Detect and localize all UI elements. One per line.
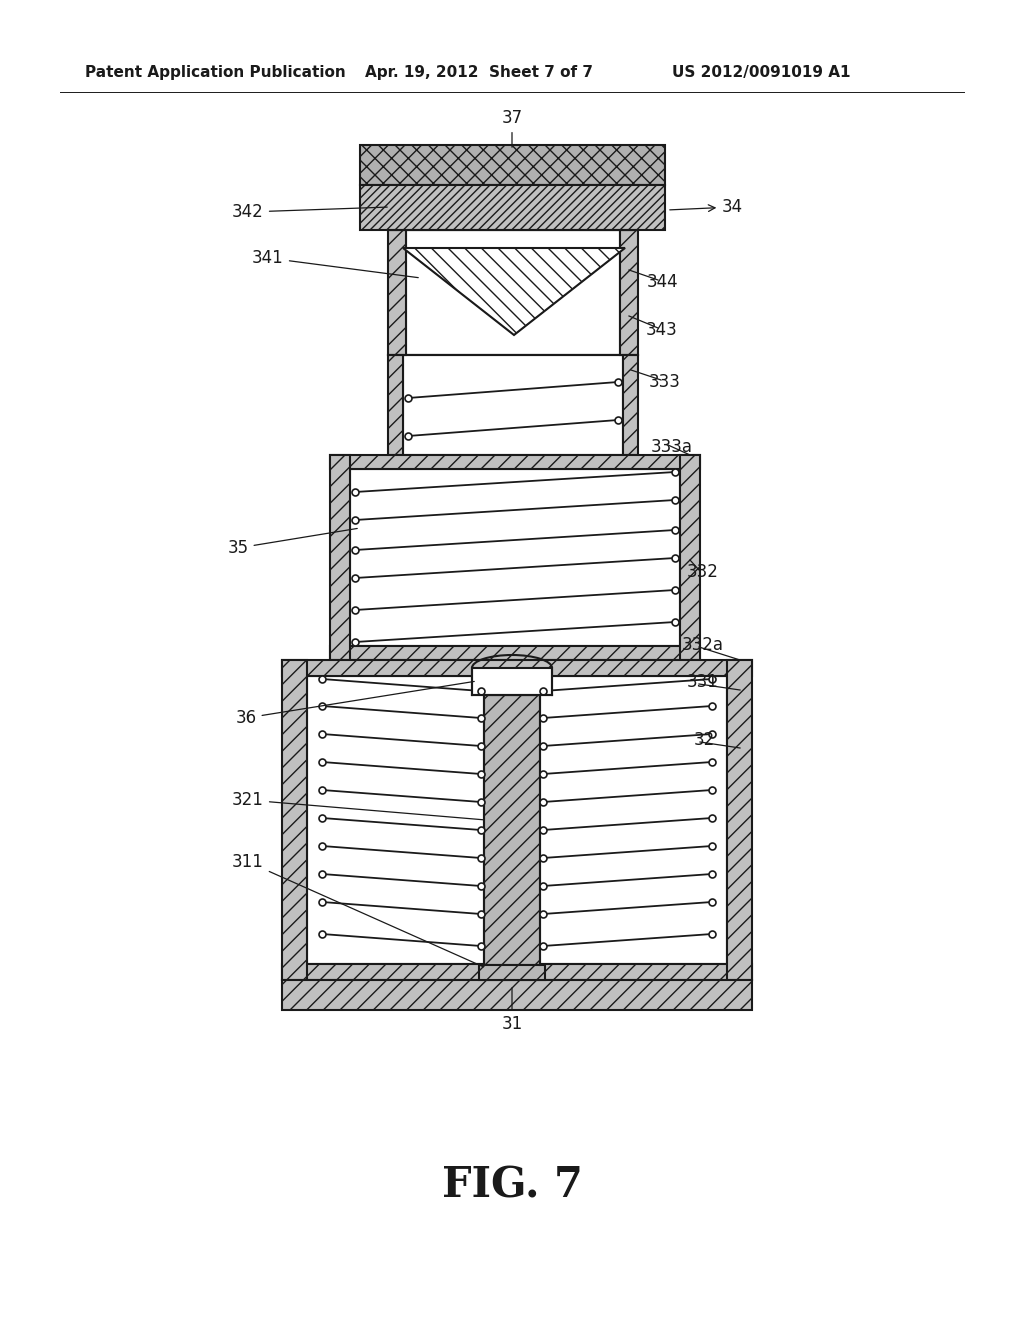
Text: 321: 321 <box>232 791 483 820</box>
Text: 343: 343 <box>646 321 678 339</box>
Bar <box>388 230 406 355</box>
Bar <box>282 660 307 979</box>
Bar <box>360 145 665 185</box>
Text: 36: 36 <box>236 681 474 727</box>
Text: 37: 37 <box>502 110 522 148</box>
Bar <box>282 979 752 1010</box>
Text: US 2012/0091019 A1: US 2012/0091019 A1 <box>672 65 851 79</box>
Text: 332a: 332a <box>682 636 724 653</box>
Text: 344: 344 <box>646 273 678 290</box>
Bar <box>330 645 700 660</box>
Bar <box>620 230 638 355</box>
Text: 333a: 333a <box>651 438 693 455</box>
Bar <box>680 455 700 660</box>
Bar <box>350 469 680 645</box>
Bar <box>472 668 552 696</box>
Text: 332: 332 <box>687 564 719 581</box>
Bar <box>282 660 752 676</box>
Bar <box>479 965 545 979</box>
Bar <box>282 964 752 979</box>
Text: 31: 31 <box>502 987 522 1034</box>
Bar <box>403 355 623 455</box>
Text: 34: 34 <box>670 198 743 216</box>
Text: 342: 342 <box>232 203 387 220</box>
Polygon shape <box>403 248 625 335</box>
Text: 341: 341 <box>252 249 418 277</box>
Bar <box>727 660 752 979</box>
Text: Patent Application Publication: Patent Application Publication <box>85 65 346 79</box>
Text: 35: 35 <box>227 528 357 557</box>
Bar <box>388 355 403 455</box>
Text: 32: 32 <box>693 731 715 748</box>
Text: FIG. 7: FIG. 7 <box>441 1164 583 1206</box>
Bar <box>360 185 665 230</box>
Bar <box>623 355 638 455</box>
Text: 331: 331 <box>687 673 719 690</box>
Bar <box>484 696 540 965</box>
Text: Apr. 19, 2012  Sheet 7 of 7: Apr. 19, 2012 Sheet 7 of 7 <box>365 65 593 79</box>
Bar <box>307 676 727 964</box>
Bar <box>330 455 350 660</box>
Text: 333: 333 <box>649 374 681 391</box>
Text: 311: 311 <box>232 853 483 966</box>
Bar <box>406 230 620 355</box>
Bar <box>330 455 700 469</box>
